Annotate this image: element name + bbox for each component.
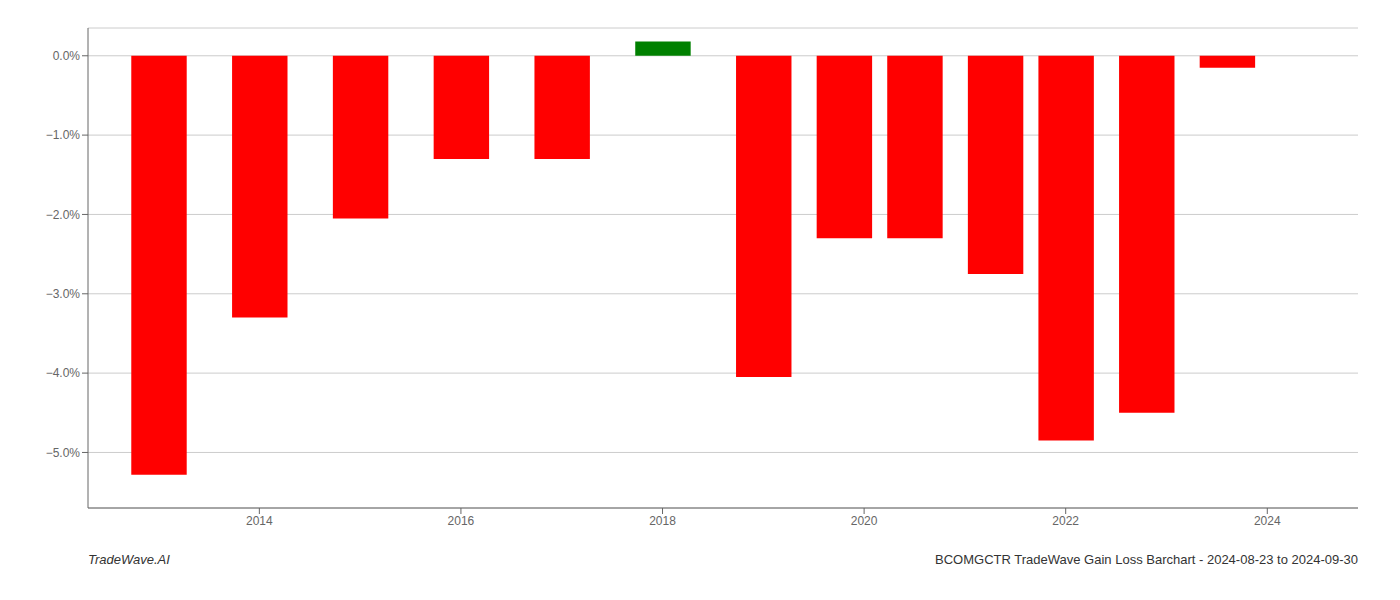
svg-text:2024: 2024 [1254, 514, 1281, 528]
svg-text:2018: 2018 [649, 514, 676, 528]
html-text:BCOMGCTR TradeWave Gain Loss B: BCOMGCTR TradeWave Gain Loss Barchart - … [935, 552, 1358, 567]
svg-text:−5.0%: −5.0% [46, 446, 81, 460]
svg-text:0.0%: 0.0% [53, 49, 81, 63]
svg-text:−3.0%: −3.0% [46, 287, 81, 301]
svg-text:−1.0%: −1.0% [46, 128, 81, 142]
svg-text:−2.0%: −2.0% [46, 208, 81, 222]
svg-text:2016: 2016 [448, 514, 475, 528]
svg-text:2022: 2022 [1052, 514, 1079, 528]
html-text:TradeWave.AI: TradeWave.AI [88, 552, 170, 567]
svg-text:−4.0%: −4.0% [46, 366, 81, 380]
svg-text:2020: 2020 [851, 514, 878, 528]
svg-text:2014: 2014 [246, 514, 273, 528]
